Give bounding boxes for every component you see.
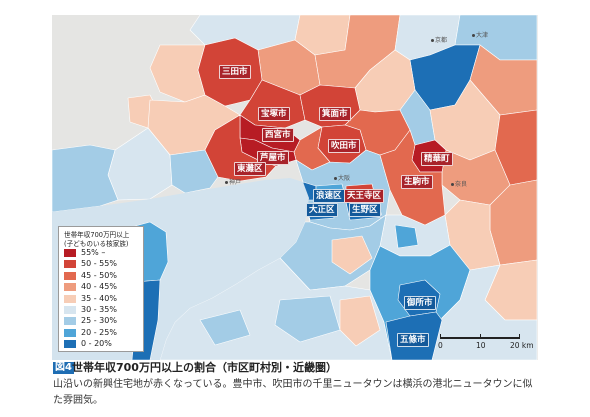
legend-label: 40 - 45% xyxy=(81,282,117,292)
region-label-ikoma: 生駒市 xyxy=(401,175,433,189)
legend-subtitle: (子どものいる核家族) xyxy=(64,240,129,248)
legend-swatch xyxy=(64,317,76,326)
map-region xyxy=(52,144,119,213)
map-region xyxy=(339,295,381,347)
place-label-kobe: 神戸 xyxy=(225,179,241,186)
region-label-seika: 精華町 xyxy=(421,152,453,166)
legend-label: 35 - 40% xyxy=(81,293,117,303)
scale-tick xyxy=(519,334,520,339)
map-region xyxy=(394,224,419,249)
region-label-suita: 吹田市 xyxy=(328,139,360,153)
scale-label-0: 0 xyxy=(438,341,443,350)
legend-swatch xyxy=(64,328,76,337)
place-label-nara: 奈良 xyxy=(451,181,467,188)
legend-swatch xyxy=(64,271,76,280)
figure-title: 世帯年収700万円以上の割合（市区町村別・近畿圏） xyxy=(72,361,337,374)
legend-swatch xyxy=(64,283,76,292)
figure-caption-line: 山沿いの新興住宅地が赤くなっている。豊中市、吹田市の千里ニュータウンは横浜の港北… xyxy=(53,379,533,390)
legend-label: 20 - 25% xyxy=(81,327,117,337)
map-region xyxy=(199,309,251,346)
scale-label-20: 20 km xyxy=(510,341,534,350)
scale-label-10: 10 xyxy=(476,341,486,350)
region-label-gojo: 五條市 xyxy=(397,333,429,347)
figure-caption-line: た雰囲気。 xyxy=(53,395,103,406)
legend: 世帯年収700万円以上 (子どものいる核家族) 55% – 50 - 55% 4… xyxy=(58,226,144,352)
region-label-naniwa: 浪速区 xyxy=(313,189,345,203)
place-label-otsu: 大津 xyxy=(472,32,488,39)
region-label-higashinada: 東灘区 xyxy=(234,162,266,176)
legend-label: 25 - 30% xyxy=(81,316,117,326)
legend-swatch xyxy=(64,260,76,269)
region-label-sanda: 三田市 xyxy=(219,65,251,79)
region-label-minoh: 箕面市 xyxy=(319,107,351,121)
legend-label: 45 - 50% xyxy=(81,270,117,280)
legend-title: 世帯年収700万円以上 xyxy=(64,231,130,239)
map-region xyxy=(431,264,538,360)
place-label-osaka: 大阪 xyxy=(334,175,350,182)
legend-swatch xyxy=(64,340,76,349)
legend-label: 0 - 20% xyxy=(81,339,112,349)
map-region xyxy=(274,295,341,343)
region-label-gose: 御所市 xyxy=(404,296,436,310)
region-label-taisho: 大正区 xyxy=(306,203,338,217)
legend-label: 50 - 55% xyxy=(81,259,117,269)
region-label-ikuno: 生野区 xyxy=(349,203,381,217)
region-label-takarazuka: 宝塚市 xyxy=(258,107,290,121)
scale-tick xyxy=(440,334,441,339)
legend-label: 55% – xyxy=(81,248,106,257)
scale-tick xyxy=(480,334,481,339)
place-label-kyoto: 京都 xyxy=(431,37,447,44)
scale-bar: 0 10 20 km xyxy=(438,333,534,353)
legend-swatch xyxy=(64,249,76,257)
figure-number: 図4 xyxy=(53,362,74,374)
region-label-tennoji: 天王寺区 xyxy=(344,189,385,203)
region-label-nishinomiya: 西宮市 xyxy=(262,128,294,142)
region-label-ashiya: 芦屋市 xyxy=(257,151,289,165)
legend-swatch xyxy=(64,306,76,314)
legend-swatch xyxy=(64,294,76,303)
map-region xyxy=(331,235,373,275)
legend-label: 30 - 35% xyxy=(81,305,117,314)
